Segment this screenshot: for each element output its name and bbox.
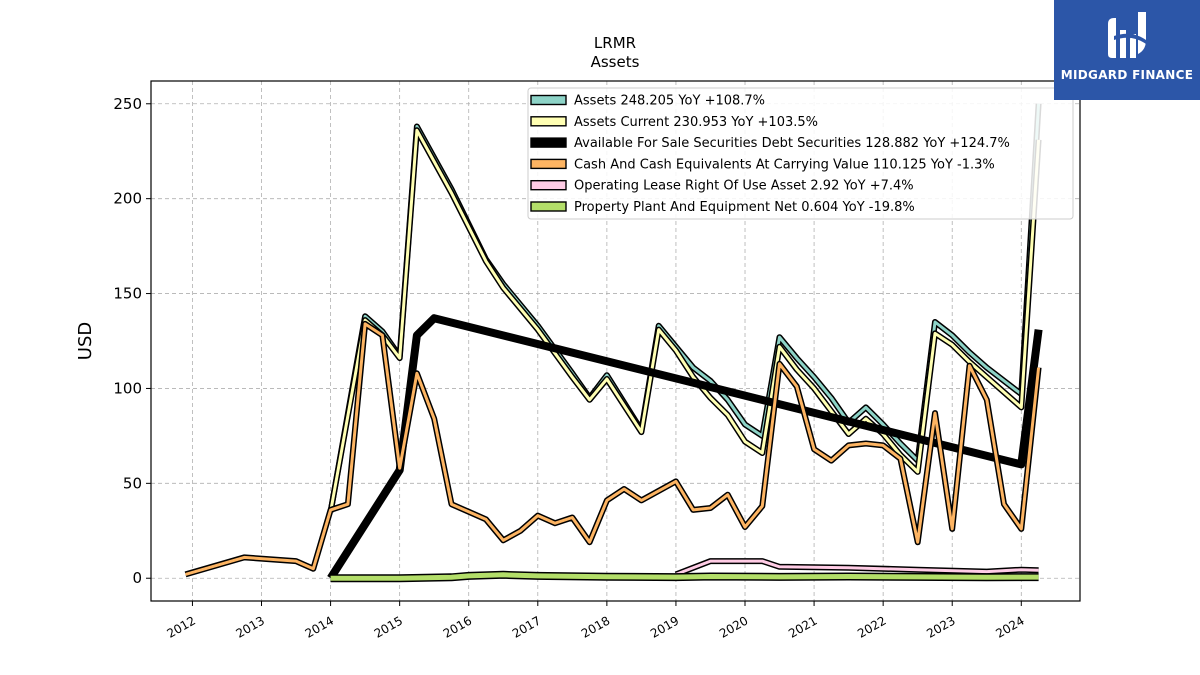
legend-label: Property Plant And Equipment Net 0.604 Y… [574,200,915,215]
y-tick-label: 200 [113,190,142,208]
x-tick-label: 2022 [855,613,888,640]
logo-text: MIDGARD FINANCE [1060,68,1194,82]
x-tick-label: 2021 [786,613,819,640]
series-line-1 [329,128,1041,513]
legend-swatch [530,94,567,106]
legend-label: Operating Lease Right Of Use Asset 2.92 … [574,179,914,194]
series-line-5 [330,572,1039,581]
series-line-4 [675,559,1039,576]
y-tick-label: 50 [123,474,142,492]
legend-swatch [530,179,567,191]
x-tick-label: 2020 [717,613,750,640]
x-tick-label: 2014 [303,613,336,640]
legend-label: Available For Sale Securities Debt Secur… [574,136,1010,151]
series-layer [184,103,1043,583]
y-axis-label: USD [75,322,96,360]
legend-label: Assets Current 230.953 YoY +103.5% [574,115,818,130]
x-tick-label: 2017 [510,613,543,640]
legend-swatch [530,137,567,148]
x-tick-label: 2016 [441,613,474,640]
x-axis: 2012 2013 2014 2015 2016 2017 2018 2019 2020 2021… [164,601,1027,641]
x-tick-label: 2023 [924,613,957,640]
y-tick-label: 150 [113,285,142,303]
series-line-2 [327,314,1043,581]
logo: MIDGARD FINANCE [1054,0,1200,100]
logo-mark-icon [1108,12,1146,58]
legend-label: Cash And Cash Equivalents At Carrying Va… [574,157,995,172]
x-tick-label: 2012 [164,613,197,640]
chart-title-line2: Assets [591,53,640,71]
x-tick-label: 2024 [993,613,1026,640]
x-tick-label: 2013 [234,613,267,640]
legend-label: Assets 248.205 YoY +108.7% [574,94,765,109]
x-tick-label: 2019 [648,613,681,640]
y-tick-label: 100 [113,379,142,397]
legend: Assets 248.205 YoY +108.7% Assets Current… [527,87,1074,220]
x-tick-label: 2018 [579,613,612,640]
series-line-3 [185,322,1041,576]
x-tick-label: 2015 [372,613,405,640]
legend-swatch [530,116,567,127]
legend-swatch [530,201,567,212]
chart-title-line1: LRMR [594,34,636,52]
y-axis: 0 50 100 150 200 250 [113,95,151,587]
legend-box [527,87,1074,220]
y-tick-label: 250 [113,95,142,113]
y-tick-label: 0 [132,569,142,587]
legend-swatch [530,158,567,170]
plot-frame [150,80,1081,602]
